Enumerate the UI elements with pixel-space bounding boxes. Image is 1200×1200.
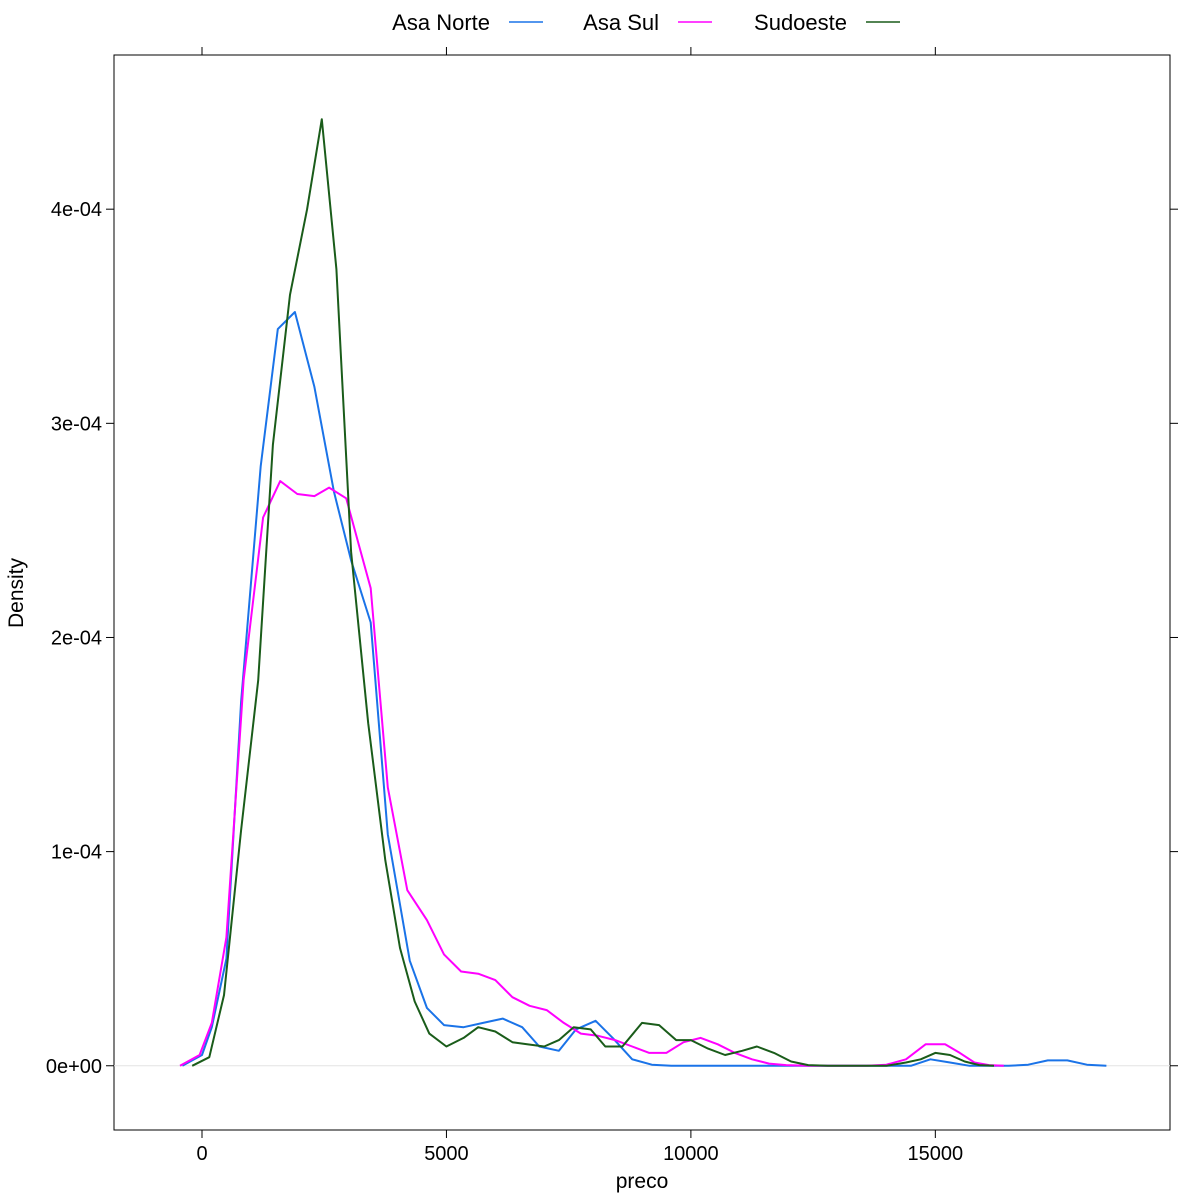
series-line-asa-norte xyxy=(181,311,1107,1067)
legend-label-asa-sul: Asa Sul xyxy=(583,10,659,35)
series-line-sudoeste xyxy=(191,118,995,1067)
x-tick-label: 0 xyxy=(196,1143,207,1165)
y-axis-title: Density xyxy=(5,557,28,628)
x-tick-label: 10000 xyxy=(663,1143,719,1165)
series-lines xyxy=(179,118,1107,1067)
y-axis: 0e+00 1e-04 2e-04 3e-04 4e-04 xyxy=(46,199,1178,1078)
x-axis: 0 5000 10000 15000 xyxy=(196,47,963,1165)
x-tick-label: 15000 xyxy=(908,1143,964,1165)
y-tick-label: 3e-04 xyxy=(51,413,102,435)
y-tick-label: 4e-04 xyxy=(51,199,102,221)
y-tick-label: 2e-04 xyxy=(51,627,102,649)
plot-frame xyxy=(113,54,1171,1131)
legend: Asa Norte Asa Sul Sudoeste xyxy=(392,10,900,35)
legend-label-asa-norte: Asa Norte xyxy=(392,10,490,35)
legend-label-sudoeste: Sudoeste xyxy=(754,10,847,35)
y-tick-label: 0e+00 xyxy=(46,1056,102,1078)
x-tick-label: 5000 xyxy=(424,1143,469,1165)
y-tick-label: 1e-04 xyxy=(51,842,102,864)
x-axis-title: preco xyxy=(616,1170,669,1193)
